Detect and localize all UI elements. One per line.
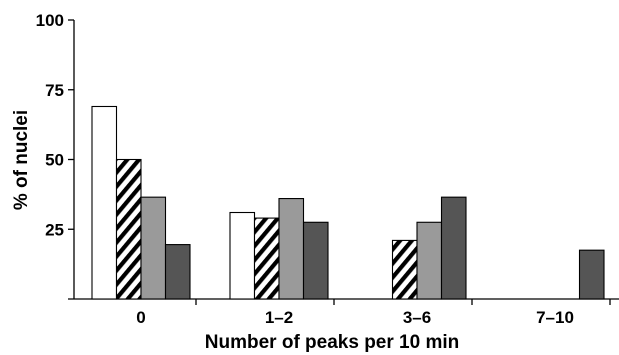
- y-axis-title: % of nuclei: [11, 110, 32, 210]
- x-tick-label: 7–10: [536, 308, 574, 327]
- bar: [253, 217, 280, 300]
- y-tick-label: 25: [45, 220, 64, 239]
- bar: [91, 105, 118, 300]
- x-tick-labels: 0 1–2 3–6 7–10: [136, 308, 574, 327]
- bar: [302, 221, 329, 300]
- y-tick-label: 75: [45, 81, 64, 100]
- bar: [391, 239, 418, 300]
- bar: [229, 211, 256, 300]
- x-axis-title: Number of peaks per 10 min: [205, 332, 459, 353]
- bar: [115, 158, 142, 300]
- bar: [440, 196, 467, 300]
- plot-area: [68, 19, 619, 305]
- x-tick-label: 0: [136, 308, 145, 327]
- y-tick-labels: 25 50 75 100: [36, 11, 64, 239]
- bar: [164, 244, 191, 300]
- x-tick-label: 1–2: [265, 308, 293, 327]
- bar: [578, 249, 605, 300]
- y-tick-label: 50: [45, 151, 64, 170]
- x-tick-label: 3–6: [403, 308, 431, 327]
- y-tick-label: 100: [36, 11, 64, 30]
- bar: [140, 196, 167, 300]
- bar: [416, 221, 443, 300]
- bar: [278, 198, 305, 300]
